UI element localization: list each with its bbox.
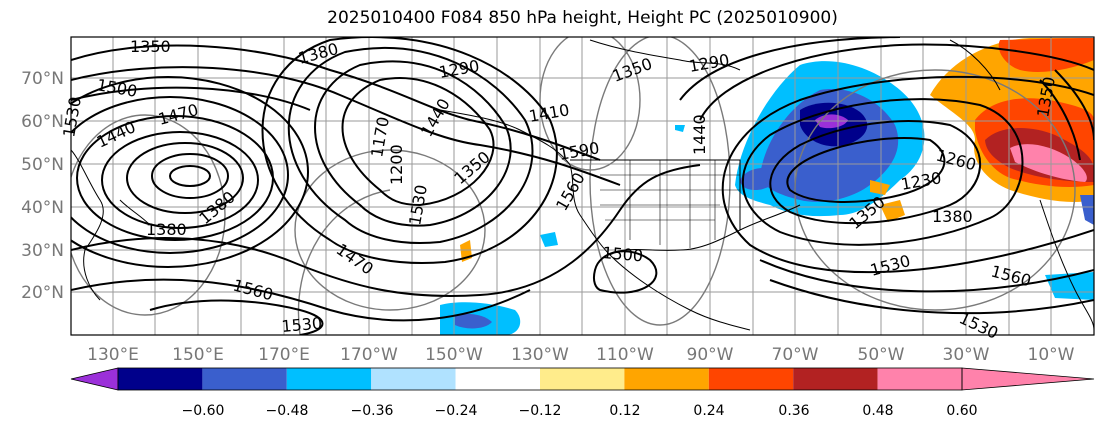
colorbar-tick-label: −0.60: [182, 403, 225, 419]
lat-label: 40°N: [21, 198, 64, 218]
map-frame: [70, 36, 1095, 336]
lon-label: 170°E: [258, 345, 310, 365]
colorbar: [70, 367, 1095, 391]
colorbar-segment: [624, 368, 709, 390]
colorbar-segment: [540, 368, 625, 390]
lon-label: 150°E: [172, 345, 224, 365]
anomaly-shading: [440, 38, 1094, 335]
colorbar-segment: [708, 368, 794, 390]
lon-label: 170°W: [340, 345, 398, 365]
lon-label: 70°W: [772, 345, 819, 365]
colorbar-tick-label: 0.48: [862, 403, 893, 419]
coastlines: [71, 39, 1094, 331]
colorbar-extend-high: [961, 367, 1095, 391]
colorbar-segment: [118, 368, 203, 390]
colorbar-tick-label: 0.60: [946, 403, 977, 419]
lat-axis: 70°N 60°N 50°N 40°N 30°N 20°N: [21, 69, 64, 303]
colorbar-outline: [117, 367, 963, 391]
colorbar-tick-label: 0.24: [693, 403, 724, 419]
borders: [600, 160, 740, 248]
contour-label: 1350: [130, 37, 171, 56]
lon-label: 150°W: [425, 345, 483, 365]
colorbar-tick-label: −0.24: [435, 403, 478, 419]
lon-label: 110°W: [596, 345, 654, 365]
pc-contours: [71, 37, 1076, 335]
contour-label: 1530: [281, 314, 323, 336]
colorbar-segment: [202, 368, 287, 390]
contour-label: 1200: [387, 144, 406, 185]
contour-label: 1440: [690, 114, 709, 155]
colorbar-tick-label: 0.36: [778, 403, 809, 419]
colorbar-tick-label: −0.12: [519, 403, 562, 419]
height-contours: [71, 37, 1094, 335]
lon-label: 50°W: [858, 345, 905, 365]
lat-label: 60°N: [21, 112, 64, 132]
colorbar-segment: [793, 368, 878, 390]
contour-label: 1500: [602, 243, 644, 265]
colorbar-segment: [286, 368, 372, 390]
contour-label: 1380: [932, 207, 973, 226]
lon-label: 30°W: [943, 345, 990, 365]
lat-label: 20°N: [21, 283, 64, 303]
lon-label: 10°W: [1028, 345, 1075, 365]
lat-label: 30°N: [21, 241, 64, 261]
lon-label: 90°W: [687, 345, 734, 365]
lon-label: 130°E: [87, 345, 139, 365]
colorbar-segment: [371, 368, 456, 390]
colorbar-segment: [455, 368, 540, 390]
lat-label: 50°N: [21, 155, 64, 175]
colorbar-tick-label: −0.48: [266, 403, 309, 419]
lon-label: 130°W: [511, 345, 569, 365]
colorbar-tick-label: −0.36: [351, 403, 394, 419]
colorbar-extend-low: [70, 367, 119, 391]
lat-label: 70°N: [21, 69, 64, 89]
colorbar-ticks: −0.60 −0.48 −0.36 −0.24 −0.12 0.12 0.24 …: [182, 403, 978, 419]
contour-label: 1380: [146, 220, 187, 239]
colorbar-segment: [877, 368, 962, 390]
lon-axis: 130°E 150°E 170°E 170°W 150°W 130°W 110°…: [87, 345, 1075, 365]
map-title: 2025010400 F084 850 hPa height, Height P…: [327, 8, 838, 28]
colorbar-tick-label: 0.12: [609, 403, 640, 419]
